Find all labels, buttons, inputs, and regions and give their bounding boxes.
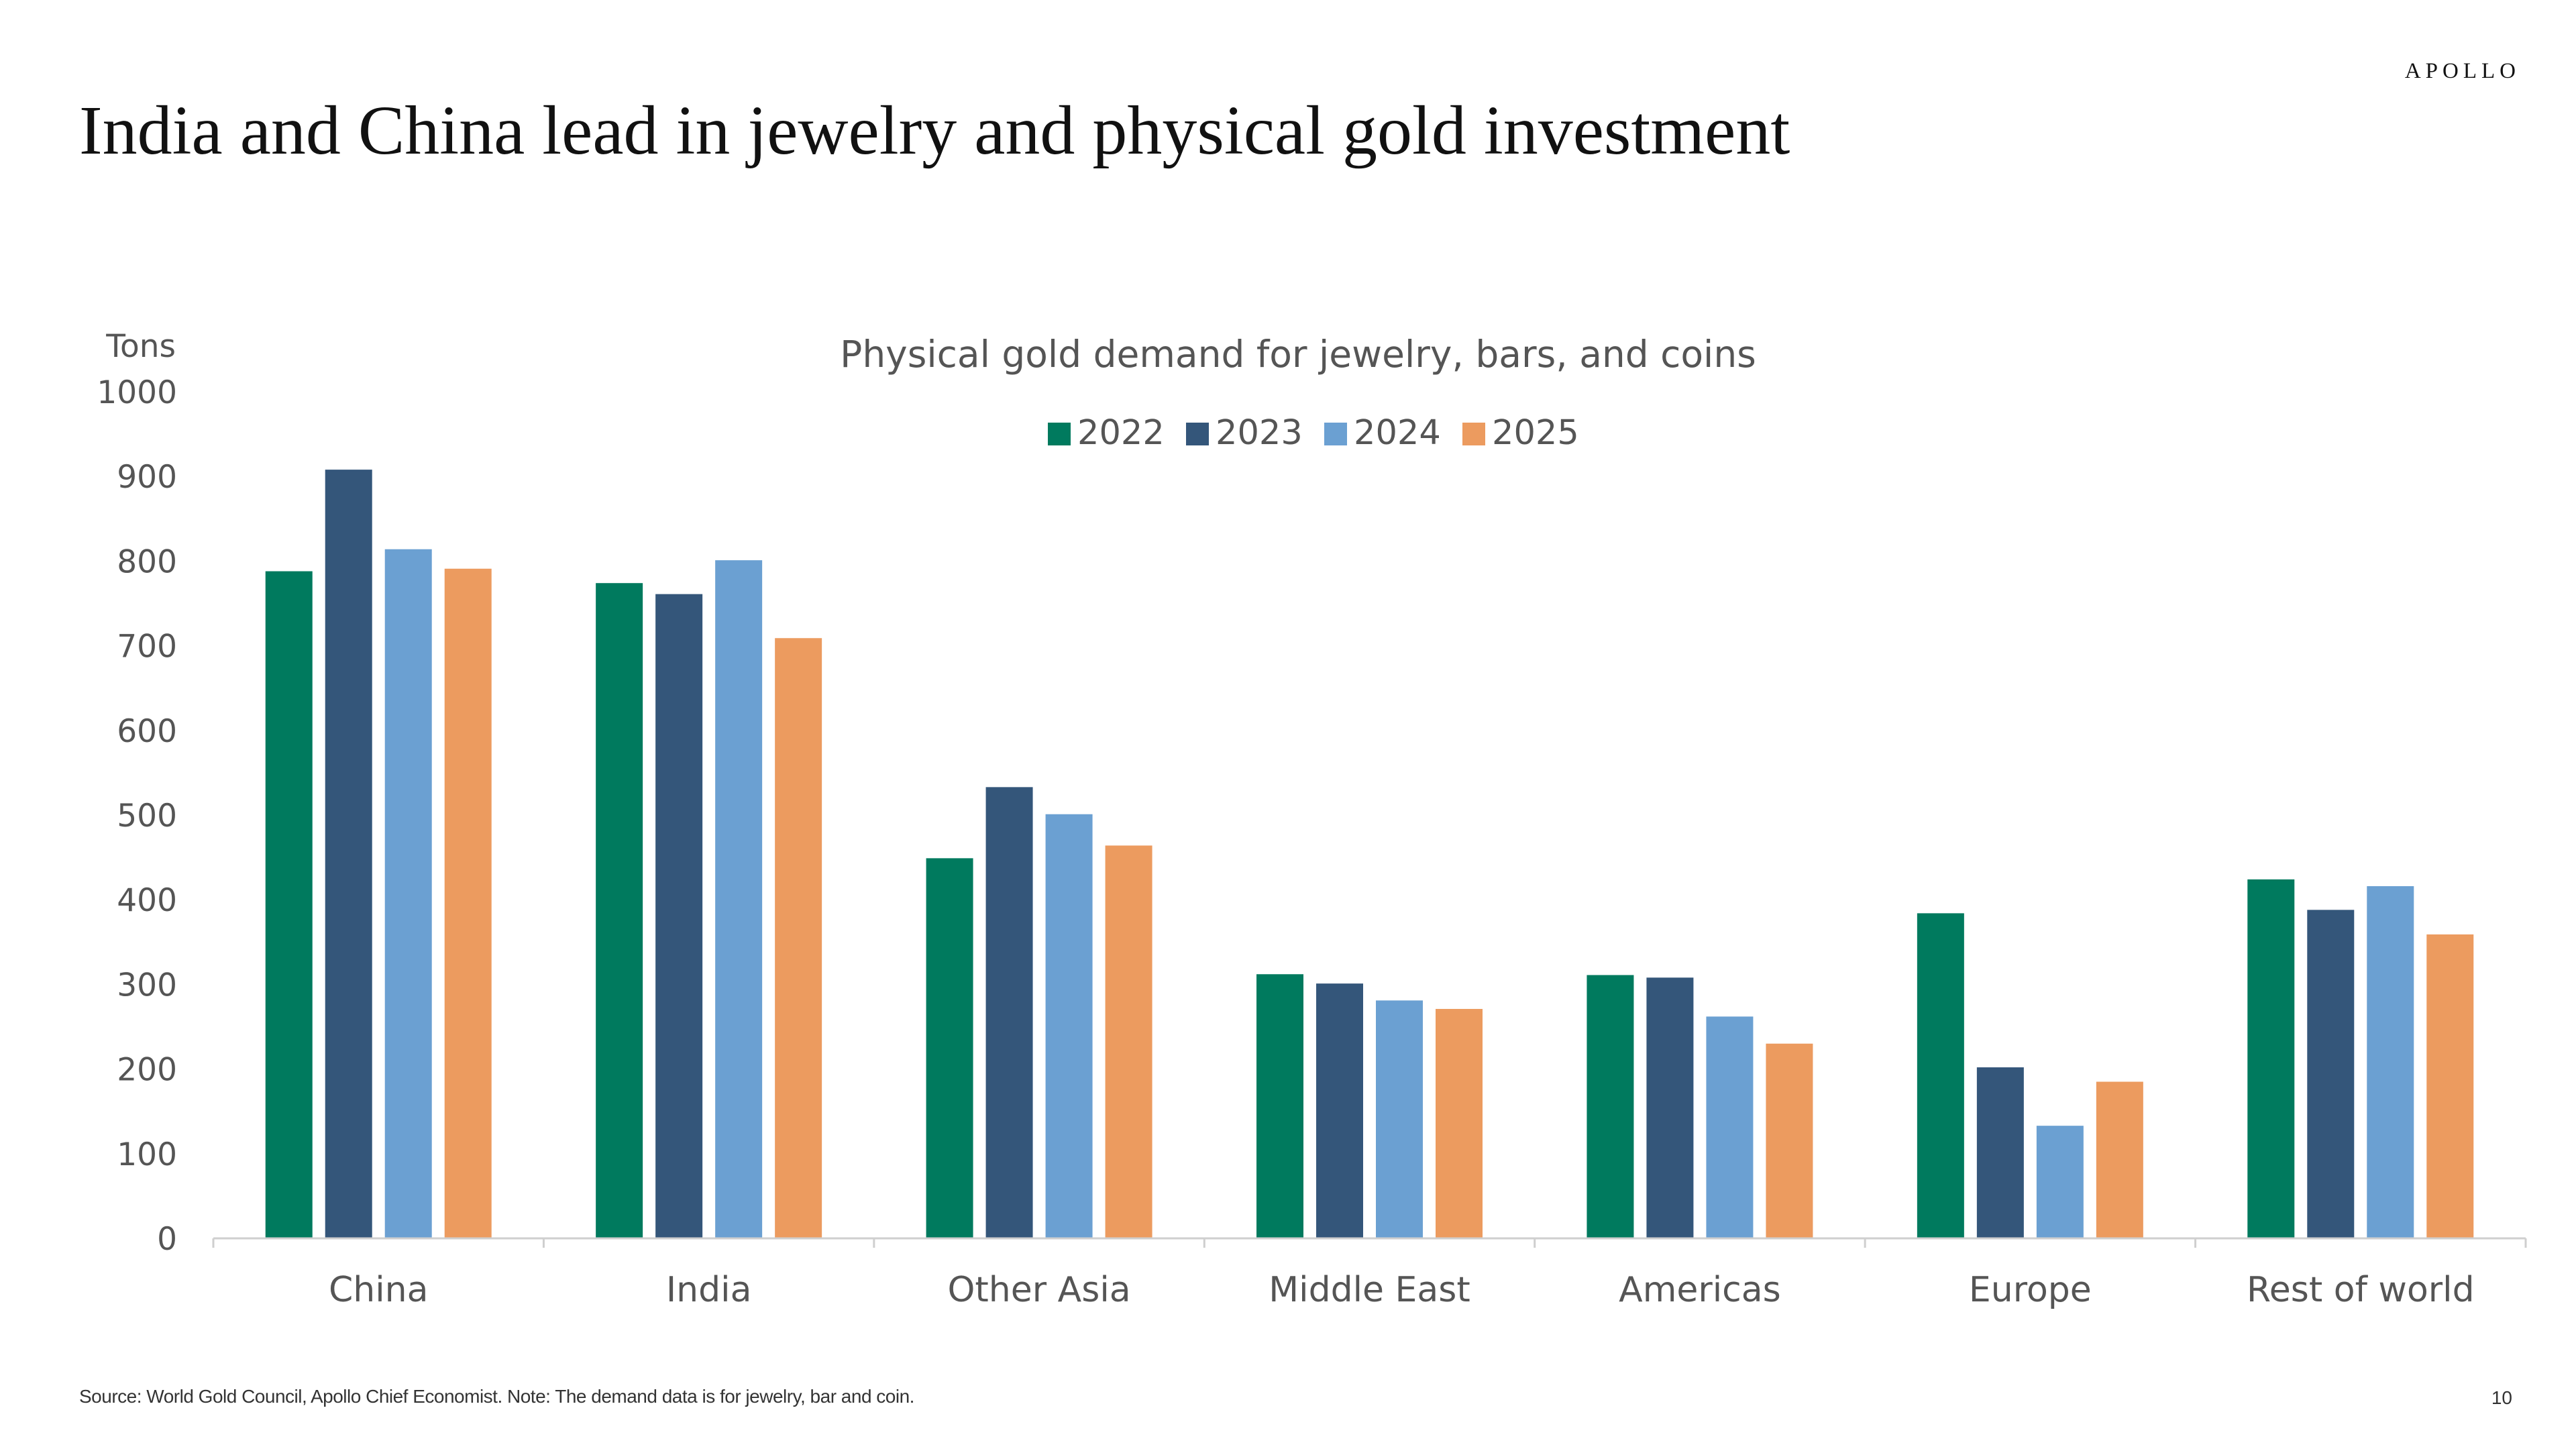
bar [2096,1081,2143,1238]
x-tick-label: Rest of world [2247,1270,2475,1310]
y-tick-label: 700 [117,629,177,665]
bar [985,787,1033,1238]
bar [2367,886,2414,1238]
legend-swatch [1462,423,1485,445]
legend-swatch [1324,423,1347,445]
y-tick-label: 1000 [97,374,177,411]
bars [265,470,2474,1239]
x-tick-label: Europe [1969,1270,2092,1310]
bar [1706,1016,1754,1238]
source-footnote: Source: World Gold Council, Apollo Chief… [79,1386,914,1407]
y-tick-label: 500 [117,798,177,835]
bar [655,594,703,1238]
bar [1105,845,1152,1238]
bar [1766,1043,1813,1238]
chart-title: Physical gold demand for jewelry, bars, … [840,333,1756,376]
x-tick-label: Other Asia [947,1270,1130,1310]
y-tick-label: 200 [117,1052,177,1089]
y-axis: 0 100 200 300 400 500 600 700 800 900 1000 [97,374,177,1258]
bar [265,571,313,1238]
bar [1436,1008,1483,1238]
bar [2426,934,2474,1238]
bar [325,470,372,1238]
bar [1646,977,1694,1238]
legend-label: 2022 [1077,413,1165,453]
x-tick-label: India [666,1270,752,1310]
bar [1256,974,1303,1238]
bar [1976,1067,2024,1238]
legend-swatch [1048,423,1071,445]
x-tick-label: China [329,1270,429,1310]
page-number: 10 [2491,1387,2512,1408]
y-tick-label: 0 [157,1221,177,1258]
bar [715,560,763,1238]
bar [596,583,643,1238]
y-tick-label: 900 [117,459,177,496]
bar [1045,814,1093,1238]
bar [926,858,973,1238]
y-axis-label: Tons [105,328,176,365]
bar [444,568,492,1238]
y-tick-label: 800 [117,543,177,580]
bar [1376,1000,1423,1238]
x-tick-label: Americas [1619,1270,1781,1310]
bar [2036,1126,2084,1238]
bar [2247,879,2295,1238]
bar [775,638,822,1238]
y-tick-label: 300 [117,967,177,1004]
legend-label: 2023 [1216,413,1303,453]
y-tick-label: 600 [117,713,177,750]
bar [1316,983,1363,1238]
legend-label: 2025 [1492,413,1579,453]
bar [2307,910,2355,1238]
y-tick-label: 400 [117,882,177,919]
y-tick-label: 100 [117,1136,177,1173]
x-axis: China India Other Asia Middle East Americas E… [212,1237,2527,1310]
legend: 2022 2023 2024 2025 [1048,413,1579,453]
bar [1587,975,1634,1238]
x-tick-label: Middle East [1269,1270,1470,1310]
legend-swatch [1186,423,1209,445]
brand-logo: APOLLO [2404,59,2520,83]
bar [384,549,432,1239]
bar [1917,913,1964,1238]
legend-label: 2024 [1354,413,1441,453]
slide-title: India and China lead in jewelry and phys… [79,92,1790,169]
